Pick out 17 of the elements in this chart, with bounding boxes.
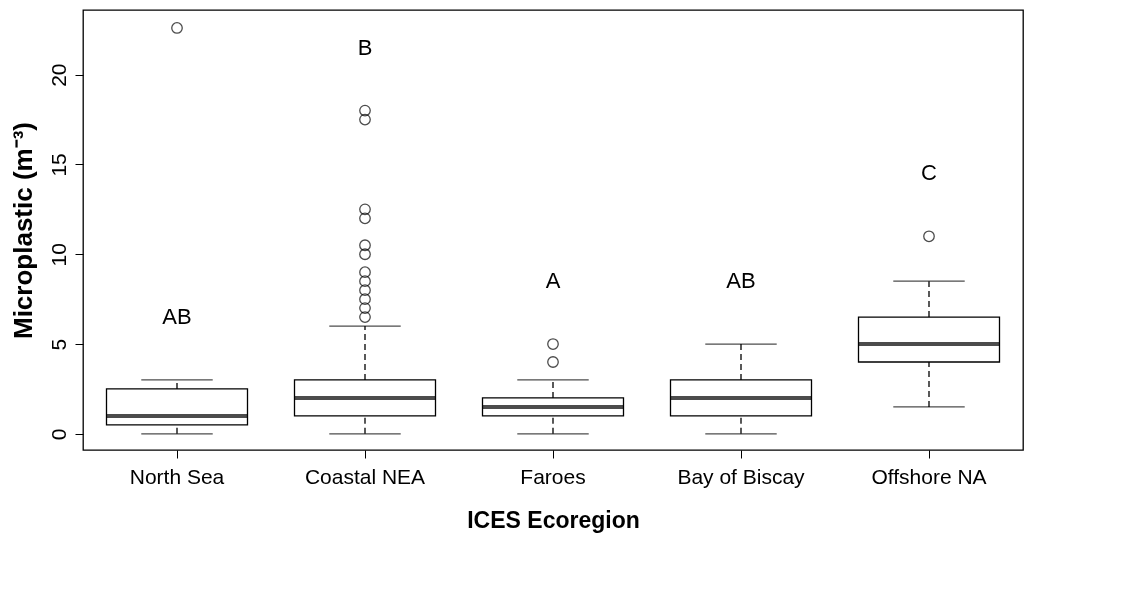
x-tick-label: Bay of Biscay xyxy=(677,464,806,488)
annotation: AB xyxy=(726,268,756,294)
y-axis-title: Microplastic (m⁻³) xyxy=(7,121,38,340)
annotation: AB xyxy=(162,304,192,330)
y-tick-label: 15 xyxy=(46,153,70,177)
x-tick-label: Coastal NEA xyxy=(304,464,426,488)
y-tick-label: 10 xyxy=(46,243,70,267)
y-tick-label: 20 xyxy=(46,63,70,87)
y-tick-label: 0 xyxy=(46,428,70,441)
x-tick-label: Offshore NA xyxy=(871,464,987,488)
annotation: B xyxy=(357,34,373,60)
x-tick-label: North Sea xyxy=(129,464,225,488)
x-tick-label: Faroes xyxy=(520,464,586,488)
y-tick-label: 5 xyxy=(46,338,70,351)
annotation: C xyxy=(921,160,938,186)
annotation: A xyxy=(545,268,561,294)
x-axis-title: ICES Ecoregion xyxy=(467,506,640,533)
